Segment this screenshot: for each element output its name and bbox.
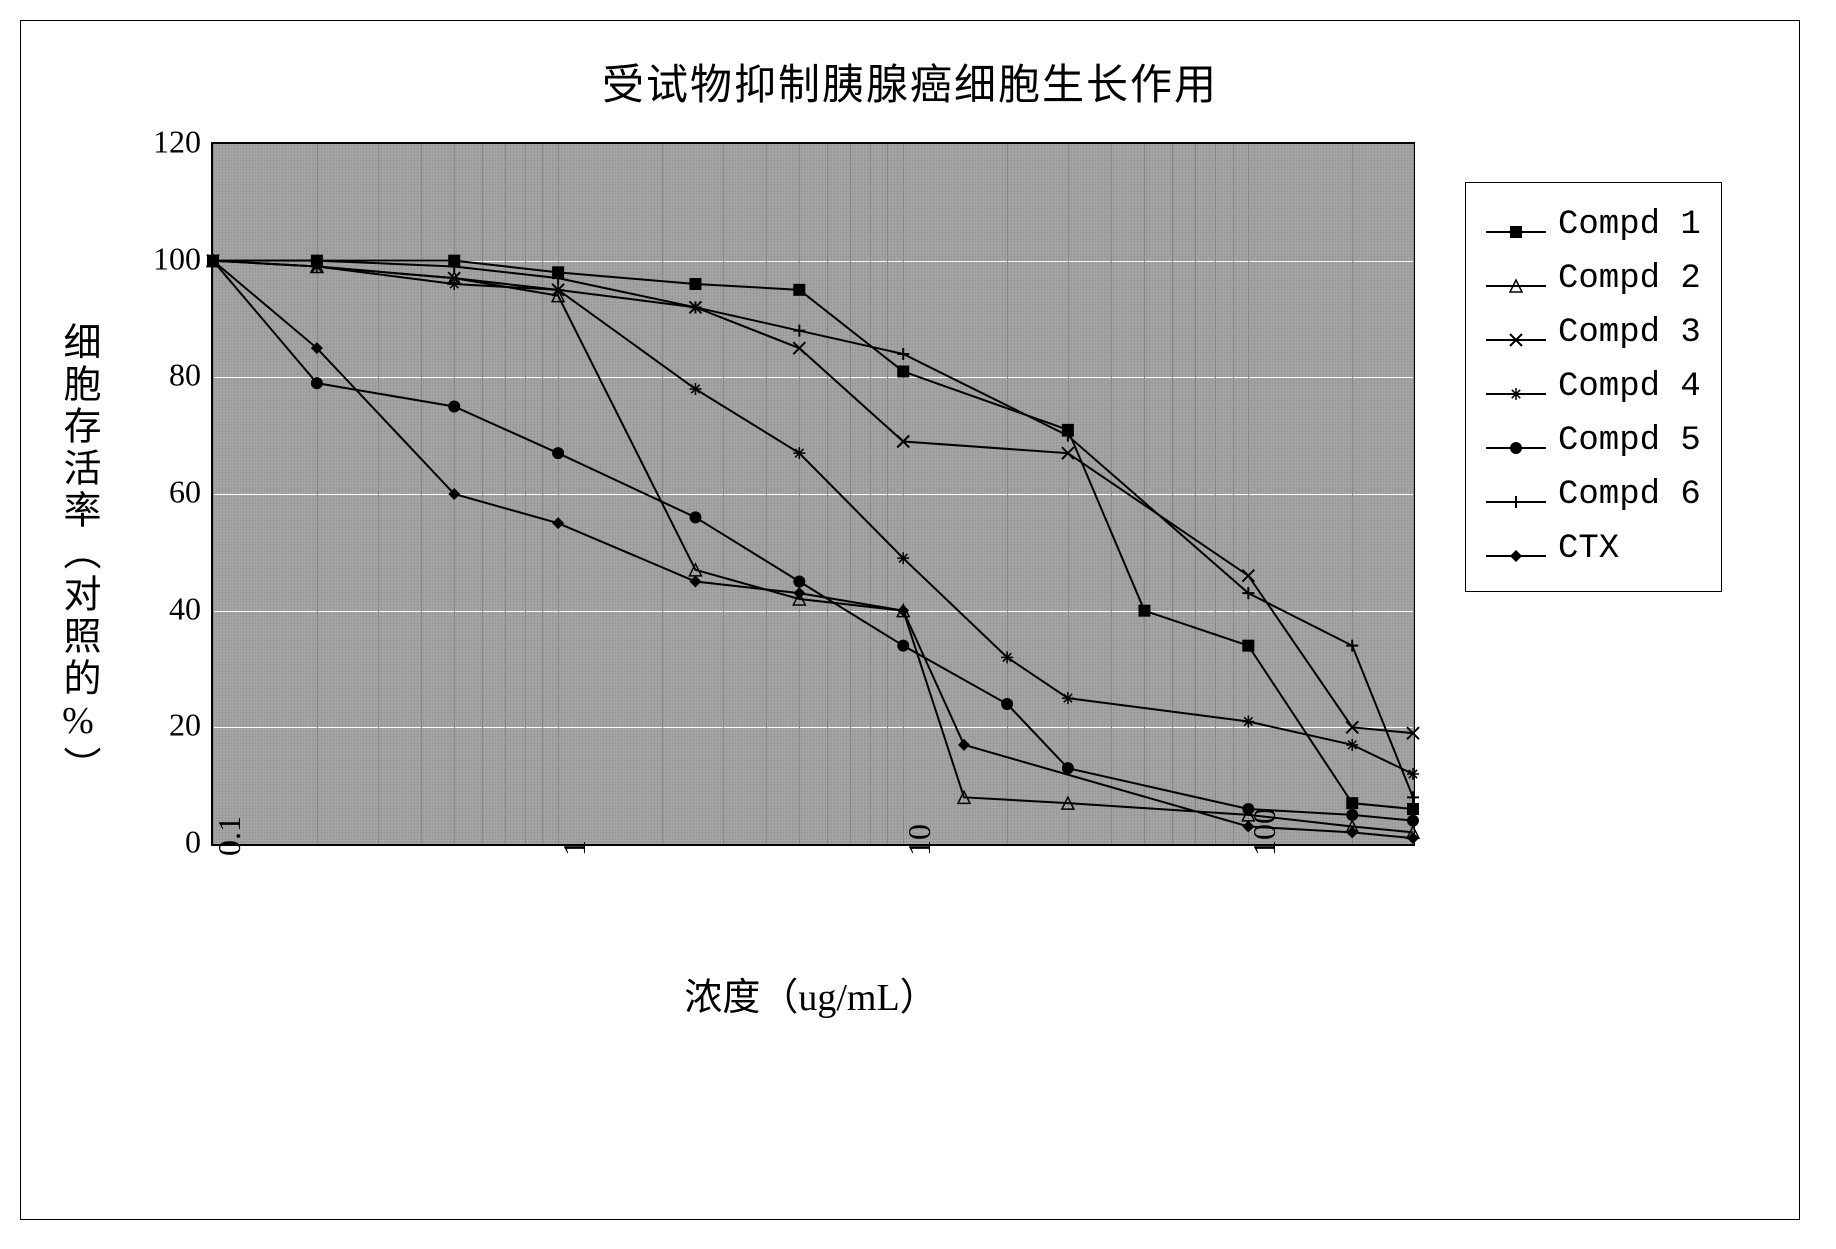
legend-item-compd-4: Compd 4 (1486, 360, 1701, 414)
gridline-vertical (1413, 144, 1414, 844)
legend-marker-icon (1486, 323, 1546, 343)
x-tick-label: 10 (901, 824, 938, 856)
y-tick-label: 120 (131, 124, 201, 161)
legend-label: Compd 1 (1558, 206, 1701, 244)
y-tick-label: 40 (131, 590, 201, 627)
legend-label: Compd 2 (1558, 260, 1701, 298)
legend-label: CTX (1558, 530, 1619, 568)
legend-marker-icon (1486, 215, 1546, 235)
y-axis-label: 细胞存活率（对照的%） (51, 322, 106, 788)
y-tick-label: 20 (131, 707, 201, 744)
plot-wrapper: 细胞存活率（对照的%） 020406080100120 0.1110100 浓度… (51, 142, 1769, 1021)
y-ticks: 020406080100120 (131, 142, 201, 842)
legend-item-compd-1: Compd 1 (1486, 198, 1701, 252)
legend-label: Compd 6 (1558, 476, 1701, 514)
legend-item-compd-5: Compd 5 (1486, 414, 1701, 468)
legend-item-compd-6: Compd 6 (1486, 468, 1701, 522)
legend-marker-icon (1486, 269, 1546, 289)
y-tick-label: 60 (131, 474, 201, 511)
y-tick-label: 80 (131, 357, 201, 394)
legend-label: Compd 3 (1558, 314, 1701, 352)
series-ctx (213, 144, 1413, 844)
legend-marker-icon (1486, 431, 1546, 451)
legend-marker-icon (1486, 377, 1546, 397)
y-tick-label: 100 (131, 240, 201, 277)
legend-marker-icon (1486, 485, 1546, 505)
legend-item-compd-2: Compd 2 (1486, 252, 1701, 306)
x-ticks: 0.1110100 (211, 846, 1411, 946)
x-tick-label: 1 (556, 840, 593, 856)
legend-label: Compd 4 (1558, 368, 1701, 406)
legend-item-ctx: CTX (1486, 522, 1701, 576)
x-tick-label: 0.1 (211, 816, 248, 856)
x-axis-label: 浓度（ug/mL） (211, 966, 1411, 1021)
plot-with-axes: 020406080100120 0.1110100 浓度（ug/mL） (211, 142, 1415, 1021)
legend-item-compd-3: Compd 3 (1486, 306, 1701, 360)
legend: Compd 1 Compd 2 Compd 3 Compd 4 Compd 5 Compd… (1465, 182, 1722, 592)
x-tick-label: 100 (1246, 808, 1283, 856)
legend-label: Compd 5 (1558, 422, 1701, 460)
chart-title: 受试物抑制胰腺癌细胞生长作用 (51, 51, 1769, 112)
plot-area (211, 142, 1415, 846)
legend-marker-icon (1486, 539, 1546, 559)
chart-container: 受试物抑制胰腺癌细胞生长作用 细胞存活率（对照的%） 0 20 40 60 80 100 1… (20, 20, 1800, 1220)
y-tick-label: 0 (131, 824, 201, 861)
